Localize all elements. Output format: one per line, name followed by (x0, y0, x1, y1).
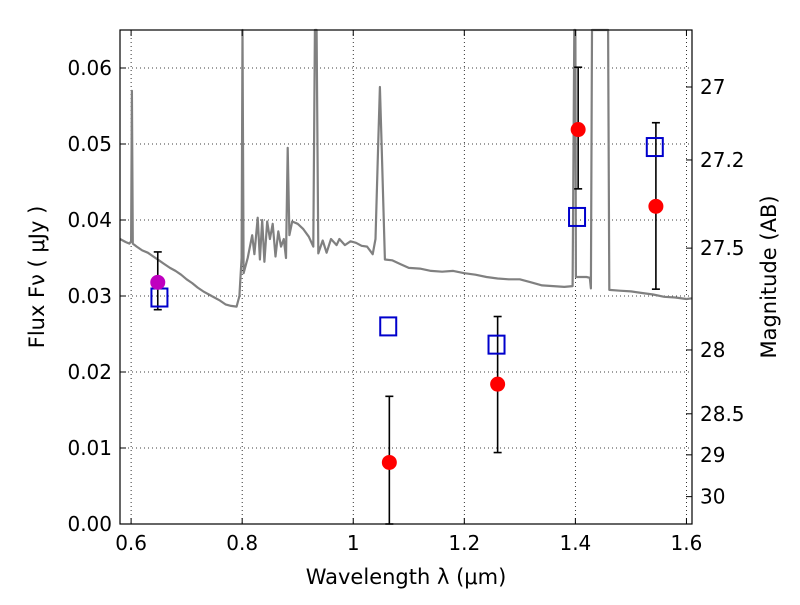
model-photometry-points (150, 137, 664, 355)
observed-point (490, 376, 506, 392)
y-tick-label: 0.05 (67, 132, 112, 156)
observed-point (381, 454, 397, 470)
y-tick-label: 0.06 (67, 56, 112, 80)
x-tick-label: 0.6 (115, 531, 147, 555)
y-axis-label: Flux Fν ( μJy ) (25, 206, 49, 349)
model-photometry-square (487, 334, 506, 355)
model-photometry-square (568, 206, 587, 227)
right-tick-label: 30 (700, 485, 725, 509)
y-tick-label: 0.01 (67, 436, 112, 460)
x-tick-label: 1.2 (448, 531, 480, 555)
right-y-axis-label: Magnitude (AB) (757, 195, 781, 358)
observed-point (150, 274, 166, 290)
right-tick-label: 27.5 (700, 236, 745, 260)
error-bars (153, 66, 660, 525)
x-tick-label: 0.8 (226, 531, 258, 555)
right-tick-label: 27.2 (700, 148, 745, 172)
y-tick-label: 0.02 (67, 360, 112, 384)
observed-point (570, 122, 586, 138)
plot-frame (119, 29, 693, 525)
right-tick-label: 27 (700, 75, 725, 99)
y-tick-label: 0.00 (67, 512, 112, 536)
observed-points (150, 122, 664, 470)
y-tick-label: 0.04 (67, 208, 112, 232)
observed-point (648, 198, 664, 214)
model-photometry-square (150, 287, 169, 308)
model-spectrum-line (119, 28, 693, 308)
y-tick-label: 0.03 (67, 284, 112, 308)
right-tick-label: 28 (700, 338, 725, 362)
x-tick-label: 1.4 (559, 531, 591, 555)
right-tick-label: 28.5 (700, 402, 745, 426)
x-tick-label: 1.6 (671, 531, 703, 555)
model-photometry-square (645, 137, 664, 158)
model-spectrum (119, 28, 693, 308)
x-axis-label: Wavelength λ (μm) (306, 565, 507, 589)
x-tick-label: 1 (347, 531, 360, 555)
model-photometry-square (379, 316, 398, 337)
right-tick-label: 29 (700, 443, 725, 467)
grid (120, 30, 692, 525)
axis-ticks: 0.6 0.8 1 1.2 1.4 1.6 0.00 0.01 0.02 0.03 0.04 0.05… (67, 30, 745, 555)
